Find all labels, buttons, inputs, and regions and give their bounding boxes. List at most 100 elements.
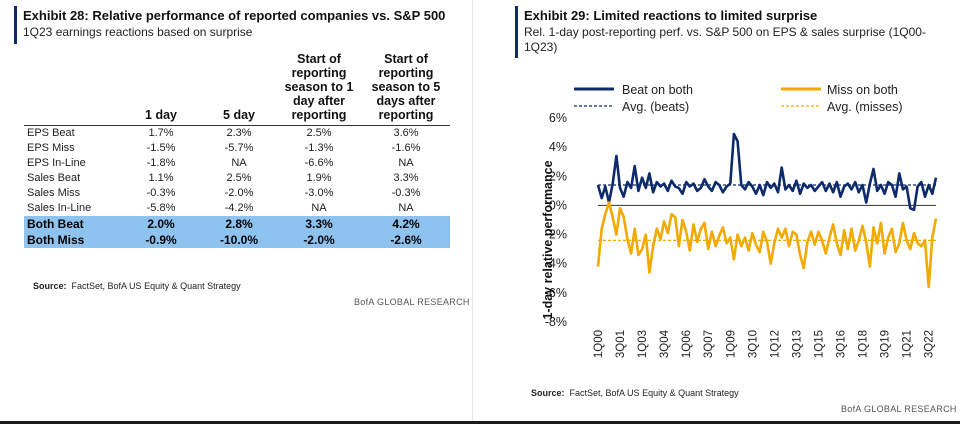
table-cell: NA xyxy=(398,202,414,214)
legend-label-avg-misses: Avg. (misses) xyxy=(827,100,902,114)
x-tick-label: 1Q18 xyxy=(858,330,870,358)
legend-label-beat: Beat on both xyxy=(622,83,693,97)
table-row-highlight: Both Beat 2.0% 2.8% 3.3% 4.2% xyxy=(24,216,450,232)
exhibit-28-subtitle: 1Q23 earnings reactions based on surpris… xyxy=(23,25,253,39)
table-cell: -5.7% xyxy=(224,142,254,154)
table-cell: -3.0% xyxy=(304,187,334,199)
table-cell: 2.3% xyxy=(202,125,276,141)
table-cell: -4.2% xyxy=(224,202,254,214)
line-chart: Beat on both Avg. (beats) Miss on both A… xyxy=(541,83,938,358)
y-tick-label: 0% xyxy=(549,198,567,212)
table-cell: 1.9% xyxy=(306,172,332,184)
x-tick-label: 1Q00 xyxy=(593,330,605,358)
y-tick-label: 6% xyxy=(549,111,567,125)
performance-table: 1 day 5 day Start of reporting season to… xyxy=(24,52,450,248)
row-label: EPS In-Line xyxy=(27,157,86,169)
table-cell: -5.8% xyxy=(146,202,176,214)
x-tick-label: 3Q13 xyxy=(791,330,803,358)
row-label: EPS Beat xyxy=(24,125,120,141)
exhibit-29-source: Source: FactSet, BofA US Equity & Quant … xyxy=(531,388,739,398)
legend-label-miss: Miss on both xyxy=(827,83,898,97)
y-tick-label: -8% xyxy=(545,315,567,329)
table-cell: -1.5% xyxy=(146,142,176,154)
title-accent-bar xyxy=(515,6,518,58)
table-cell: -10.0% xyxy=(202,232,276,248)
table-cell: -2.6% xyxy=(362,232,450,248)
table-cell: -0.3% xyxy=(391,187,421,199)
x-tick-label: 1Q15 xyxy=(813,330,825,358)
row-label: Sales Beat xyxy=(27,172,81,184)
table-cell: 1.7% xyxy=(120,125,202,141)
y-axis-label: 1-day relative performance xyxy=(541,160,555,319)
table-cell: NA xyxy=(311,202,327,214)
table-cell: 2.5% xyxy=(226,172,252,184)
y-tick-label: 2% xyxy=(549,169,567,183)
x-tick-label: 3Q07 xyxy=(703,330,715,358)
table-cell: -2.0% xyxy=(224,187,254,199)
x-tick-label: 3Q22 xyxy=(924,330,936,358)
table-corner xyxy=(24,52,120,126)
x-tick-label: 3Q04 xyxy=(659,329,671,358)
table-cell: 4.2% xyxy=(362,216,450,232)
x-tick-label: 3Q16 xyxy=(835,330,847,358)
col-header: Start of reporting season to 5 days afte… xyxy=(371,52,441,122)
table-cell: NA xyxy=(398,157,414,169)
table-cell: -0.9% xyxy=(120,232,202,248)
col-header: Start of reporting season to 1 day after… xyxy=(284,52,354,122)
y-tick-label: 4% xyxy=(549,140,567,154)
table-cell: 3.6% xyxy=(362,125,450,141)
table-row: Sales Beat 1.1% 2.5% 1.9% 3.3% xyxy=(24,171,450,186)
page-bottom-rule xyxy=(0,421,960,424)
y-tick-label: -6% xyxy=(545,286,567,300)
table-cell: -1.8% xyxy=(146,157,176,169)
exhibit-28-brand: BofA GLOBAL RESEARCH xyxy=(354,297,470,307)
table-cell: 2.5% xyxy=(276,125,362,141)
exhibit-28-title: Exhibit 28: Relative performance of repo… xyxy=(23,8,446,23)
panel-divider xyxy=(472,0,473,424)
table-cell: -1.6% xyxy=(391,142,421,154)
table-cell: NA xyxy=(231,157,247,169)
series-line-miss-on-both xyxy=(596,201,938,289)
y-tick-label: -4% xyxy=(545,257,567,271)
x-tick-label: 3Q19 xyxy=(880,330,892,358)
exhibit-29-subtitle: Rel. 1-day post-reporting perf. vs. S&P … xyxy=(524,25,926,54)
legend-label-avg-beats: Avg. (beats) xyxy=(622,100,689,114)
title-accent-bar xyxy=(14,6,17,44)
row-label: Sales In-Line xyxy=(27,202,92,214)
table-row-highlight: Both Miss -0.9% -10.0% -2.0% -2.6% xyxy=(24,232,450,248)
x-tick-label: 1Q21 xyxy=(902,330,914,358)
table-cell: 3.3% xyxy=(393,172,419,184)
x-tick-label: 1Q03 xyxy=(637,330,649,358)
x-tick-label: 1Q12 xyxy=(769,330,781,358)
col-header: 5 day xyxy=(223,108,255,122)
table-cell: 2.8% xyxy=(202,216,276,232)
exhibit-29: Exhibit 29: Limited reactions to limited… xyxy=(515,0,957,424)
table-row: Sales In-Line -5.8% -4.2% NA NA xyxy=(24,201,450,216)
exhibit-28: Exhibit 28: Relative performance of repo… xyxy=(14,0,469,424)
row-label: Both Beat xyxy=(24,216,120,232)
x-tick-label: 3Q10 xyxy=(747,330,759,358)
x-tick-label: 3Q01 xyxy=(615,330,627,358)
series-line-beat-on-both xyxy=(596,132,938,212)
table-cell: 1.1% xyxy=(148,172,174,184)
exhibit-29-brand: BofA GLOBAL RESEARCH xyxy=(841,404,957,414)
row-label: Sales Miss xyxy=(27,187,81,199)
table-cell: 2.0% xyxy=(120,216,202,232)
row-label: EPS Miss xyxy=(27,142,75,154)
table-row: EPS In-Line -1.8% NA -6.6% NA xyxy=(24,156,450,171)
table-cell: 3.3% xyxy=(276,216,362,232)
table-row: EPS Miss -1.5% -5.7% -1.3% -1.6% xyxy=(24,141,450,156)
table-row: Sales Miss -0.3% -2.0% -3.0% -0.3% xyxy=(24,186,450,201)
table-cell: -6.6% xyxy=(304,157,334,169)
table-cell: -1.3% xyxy=(304,142,334,154)
chart-legend: Beat on both Avg. (beats) Miss on both A… xyxy=(574,83,902,114)
col-header: 1 day xyxy=(145,108,177,122)
table-row: EPS Beat 1.7% 2.3% 2.5% 3.6% xyxy=(24,125,450,141)
y-tick-label: -2% xyxy=(545,228,567,242)
exhibit-28-source: Source: FactSet, BofA US Equity & Quant … xyxy=(33,281,241,291)
exhibit-29-title: Exhibit 29: Limited reactions to limited… xyxy=(524,8,818,23)
table-cell: -2.0% xyxy=(276,232,362,248)
table-header-row: 1 day 5 day Start of reporting season to… xyxy=(24,52,450,126)
row-label: Both Miss xyxy=(24,232,120,248)
x-tick-label: 1Q09 xyxy=(725,330,737,358)
